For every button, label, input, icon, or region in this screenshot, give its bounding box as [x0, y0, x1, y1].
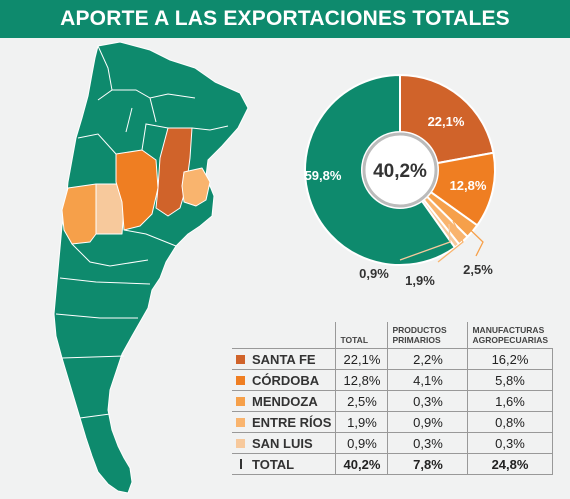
table-row: SANTA FE 22,1% 2,2% 16,2% [232, 348, 553, 370]
slice-label: 22,1% [428, 114, 465, 129]
table-row: SAN LUIS 0,9% 0,3% 0,3% [232, 432, 553, 454]
province-border [191, 125, 229, 131]
donut-slice [399, 73, 495, 165]
color-swatch [236, 417, 245, 427]
row-total: 22,1% [335, 348, 389, 370]
province-border [55, 313, 138, 319]
leader-line-entre-rios [437, 220, 464, 263]
leader-lines [399, 216, 484, 263]
row-primarios: 0,3% [387, 432, 469, 454]
row-province: CÓRDOBA [232, 369, 337, 391]
row-total: 0,9% [335, 432, 389, 454]
row-province: MENDOZA [232, 390, 337, 412]
map-country-outline [53, 41, 249, 494]
row-primarios: 0,9% [387, 411, 469, 433]
province-border [61, 355, 125, 359]
province-border [71, 243, 149, 267]
table-header-blank [232, 322, 336, 349]
row-total: 2,5% [335, 390, 389, 412]
province-border [125, 107, 133, 133]
total-marker [240, 459, 242, 470]
donut-slice [304, 73, 457, 266]
table-total-row: TOTAL 40,2% 7,8% 24,8% [232, 453, 553, 475]
slice-label: 12,8% [450, 178, 487, 193]
slice-label: 59,8% [305, 168, 342, 183]
row-province: SANTA FE [232, 348, 337, 370]
leader-line-mendoza [456, 216, 484, 257]
province-mendoza [61, 183, 97, 245]
slice-label: 0,9% [359, 266, 389, 281]
row-total: 40,2% [335, 453, 389, 475]
color-swatch [236, 354, 245, 364]
province-cordoba [115, 149, 159, 231]
table-header-row: TOTAL PRODUCTOS PRIMARIOS MANUFACTURAS A… [232, 322, 553, 349]
leader-line-san-luis [399, 223, 451, 261]
province-border [149, 97, 157, 123]
exports-table: TOTAL PRODUCTOS PRIMARIOS MANUFACTURAS A… [232, 322, 553, 475]
donut-center-label: 40,2% [373, 161, 427, 182]
row-primarios: 4,1% [387, 369, 469, 391]
slice-label: 2,5% [463, 262, 493, 277]
donut-inner-ring [362, 132, 438, 208]
chart-title: APORTE A LAS EXPORTACIONES TOTALES [0, 0, 570, 38]
row-province: TOTAL [232, 453, 337, 475]
row-primarios: 7,8% [387, 453, 469, 475]
row-manufacturas: 0,3% [467, 432, 553, 454]
province-border [79, 413, 111, 419]
table-row: ENTRE RÍOS 1,9% 0,9% 0,8% [232, 411, 553, 433]
province-border [97, 45, 113, 101]
row-total: 1,9% [335, 411, 389, 433]
row-primarios: 0,3% [387, 390, 469, 412]
row-manufacturas: 1,6% [467, 390, 553, 412]
row-manufacturas: 16,2% [467, 348, 553, 370]
province-entre-rios [181, 167, 211, 207]
color-swatch [236, 375, 245, 385]
argentina-map [53, 41, 249, 494]
table-row: CÓRDOBA 12,8% 4,1% 5,8% [232, 369, 553, 391]
row-total: 12,8% [335, 369, 389, 391]
table-header-manufacturas: MANUFACTURAS AGROPECUARIAS [467, 322, 553, 349]
row-manufacturas: 5,8% [467, 369, 553, 391]
province-border [141, 123, 169, 151]
donut-chart: 40,2% 22,1% 12,8% 2,5% 1,9% 0,9% 59,8% [304, 73, 496, 288]
row-manufacturas: 24,8% [467, 453, 553, 475]
row-province: ENTRE RÍOS [232, 411, 337, 433]
row-primarios: 2,2% [387, 348, 469, 370]
color-swatch [236, 438, 245, 448]
slice-label: 1,9% [405, 273, 435, 288]
table-header-primarios: PRODUCTOS PRIMARIOS [387, 322, 468, 349]
table-header-total: TOTAL [335, 322, 388, 349]
row-province: SAN LUIS [232, 432, 337, 454]
province-border [77, 133, 117, 155]
row-manufacturas: 0,8% [467, 411, 553, 433]
table-row: MENDOZA 2,5% 0,3% 1,6% [232, 390, 553, 412]
province-border [59, 277, 151, 285]
province-border [123, 229, 177, 247]
color-swatch [236, 396, 245, 406]
